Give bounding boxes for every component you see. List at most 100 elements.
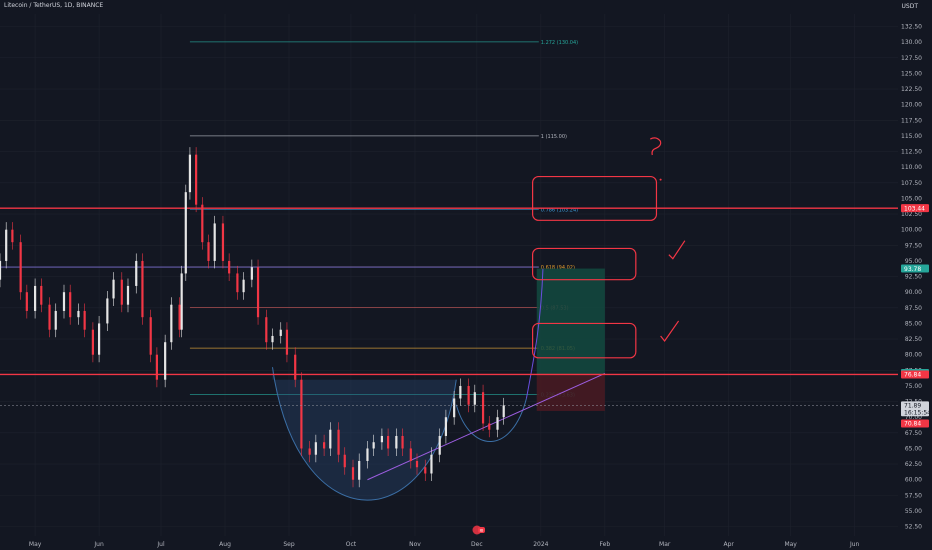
candle-body xyxy=(97,323,101,355)
candle-body xyxy=(430,454,433,474)
y-tick-label: 120.00 xyxy=(901,102,922,109)
price-badge xyxy=(901,419,929,428)
fib-level-label: 1 (115.00) xyxy=(541,134,567,140)
price-badge xyxy=(901,204,929,213)
candle-body xyxy=(170,304,173,343)
candle-body xyxy=(401,435,404,449)
candle-body xyxy=(19,242,22,293)
price-badge-label: 71.89 xyxy=(904,403,921,410)
price-axis[interactable] xyxy=(900,0,932,550)
candle-body xyxy=(300,379,303,449)
candle-body xyxy=(387,435,390,449)
candle-body xyxy=(0,260,2,280)
y-tick-label: 80.00 xyxy=(905,352,922,359)
candle-body xyxy=(180,273,183,330)
candle-body xyxy=(473,392,476,405)
candle-body xyxy=(329,429,332,449)
candle-body xyxy=(323,442,326,449)
candle-body xyxy=(265,317,268,343)
y-tick-label: 92.50 xyxy=(905,274,922,281)
y-tick-label: 67.50 xyxy=(905,430,922,437)
x-tick-label: Nov xyxy=(409,541,421,548)
cup-outline xyxy=(272,367,457,501)
annotation-oval xyxy=(532,247,637,281)
candle-body xyxy=(444,417,448,436)
y-tick-label: 87.50 xyxy=(905,305,922,312)
candle-body xyxy=(228,260,231,274)
candle-body xyxy=(285,329,289,355)
candle-body xyxy=(271,335,274,343)
candle-body xyxy=(120,279,123,305)
y-tick-label: 132.50 xyxy=(901,24,922,31)
annotation-oval xyxy=(532,322,637,359)
candle-body xyxy=(395,435,398,449)
price-badge xyxy=(901,408,929,417)
price-badge-label: 103.44 xyxy=(904,205,925,212)
check-mark-icon xyxy=(660,320,680,342)
candle-body xyxy=(481,392,485,424)
candle-body xyxy=(343,454,346,468)
y-tick-label: 107.50 xyxy=(901,180,922,187)
check-mark-icon xyxy=(668,240,686,260)
y-tick-label: 82.50 xyxy=(905,336,922,343)
candle-body xyxy=(256,267,260,318)
y-tick-label: 117.50 xyxy=(901,117,922,124)
candle-body xyxy=(279,329,282,336)
y-tick-label: 90.00 xyxy=(905,289,922,296)
candle-body xyxy=(149,317,152,355)
annotation-question-mark xyxy=(650,137,662,156)
candle-body xyxy=(83,310,86,330)
candle-body xyxy=(366,448,369,461)
y-tick-label: 52.50 xyxy=(905,524,922,531)
cup-handle xyxy=(455,398,527,442)
candle-body xyxy=(372,442,375,449)
candle-body xyxy=(33,285,37,311)
x-tick-label: May xyxy=(784,541,797,548)
candle-body xyxy=(236,273,239,293)
candle-body xyxy=(126,285,130,305)
y-tick-label: 95.00 xyxy=(905,258,922,265)
loss-zone[interactable] xyxy=(536,374,605,411)
y-tick-label: 100.00 xyxy=(901,227,922,234)
candle-body xyxy=(184,192,187,274)
y-tick-label: 55.00 xyxy=(905,508,922,515)
x-tick-label: Mar xyxy=(659,541,671,548)
candle-body xyxy=(48,304,51,330)
y-tick-label: 102.50 xyxy=(901,211,922,218)
y-tick-label: 122.50 xyxy=(901,86,922,93)
projection-curve xyxy=(525,269,544,399)
fib-level-label: 0.618 (94.02) xyxy=(541,265,575,271)
y-tick-label: 97.50 xyxy=(905,242,922,249)
candle-body xyxy=(25,292,28,311)
x-tick-label: Jun xyxy=(93,541,104,548)
y-tick-label: 127.50 xyxy=(901,55,922,62)
x-tick-label: Oct xyxy=(346,541,357,548)
candle-body xyxy=(438,435,441,455)
candle-body xyxy=(409,448,412,461)
y-tick-label: 125.00 xyxy=(901,70,922,77)
cup-fill xyxy=(272,367,457,501)
candle-body xyxy=(164,342,167,380)
x-tick-label: 2024 xyxy=(533,541,548,548)
candle-body xyxy=(62,292,66,311)
candle-body xyxy=(112,279,115,299)
tradingview-logo-icon: ≋ xyxy=(472,525,485,535)
profit-zone[interactable] xyxy=(536,268,605,375)
candle-body xyxy=(54,310,57,330)
y-tick-label: 70.00 xyxy=(905,414,922,421)
x-tick-label: Sep xyxy=(283,541,295,548)
price-badge-label: 16:15:54 xyxy=(904,409,931,416)
candle-body xyxy=(141,260,144,318)
candle-body xyxy=(351,467,355,480)
candle-body xyxy=(221,223,225,261)
fib-level-label: 0.786 (103.24) xyxy=(541,207,578,213)
y-tick-label: 115.00 xyxy=(901,133,922,140)
x-tick-label: Apr xyxy=(724,541,735,548)
fib-level-label: 1.272 (130.04) xyxy=(541,40,578,46)
candle-body xyxy=(358,460,361,480)
y-tick-label: 57.50 xyxy=(905,492,922,499)
x-tick-label: Dec xyxy=(471,541,483,548)
trendline[interactable] xyxy=(367,373,606,481)
